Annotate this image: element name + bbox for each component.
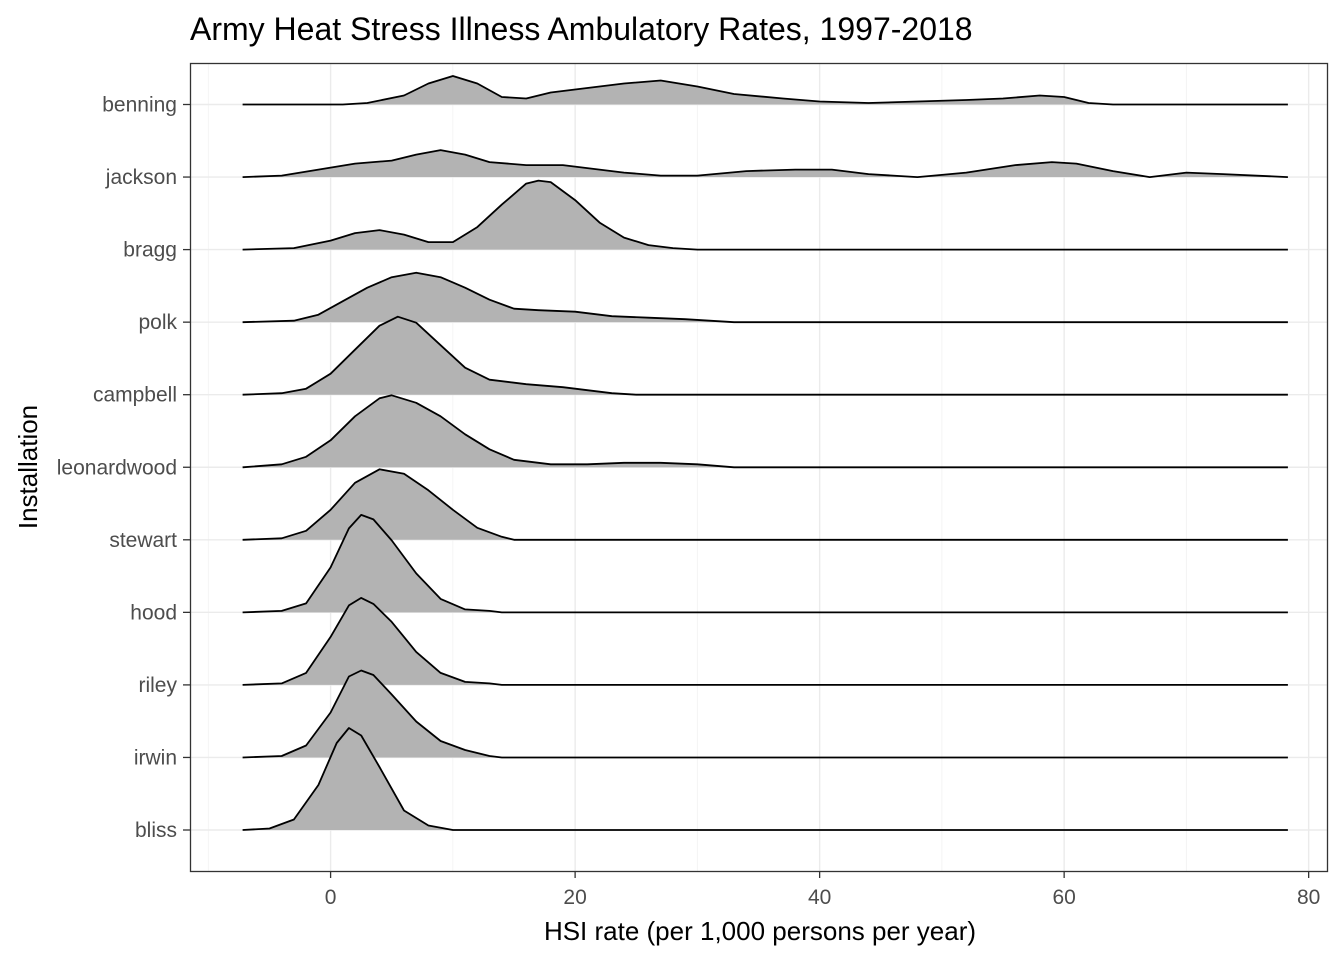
y-tick-label-stewart: stewart [109,529,177,552]
ridge-area-stewart [242,469,1288,540]
ridge-area-leonardwood [242,395,1288,468]
ridge-line-stewart [242,468,1288,541]
ridge-polk [242,271,1288,324]
x-tick-label: 20 [563,886,586,909]
x-tick-label: 0 [325,886,337,909]
y-tick-label-jackson: jackson [105,166,177,189]
ridge-line-riley [242,597,1288,686]
ridge-hood [242,514,1288,614]
y-tick-label-leonardwood: leonardwood [57,456,177,479]
ridge-area-campbell [242,316,1288,395]
y-tick-label-campbell: campbell [93,384,177,407]
ridge-area-benning [242,76,1288,105]
ridge-line-jackson [242,149,1288,178]
ridge-area-bliss [242,728,1288,830]
y-tick-label-irwin: irwin [134,746,177,769]
ridge-line-polk [242,271,1288,324]
ridge-jackson [242,149,1288,178]
y-tick-label-polk: polk [138,311,177,334]
ridge-area-polk [242,272,1288,323]
x-tick-label: 40 [808,886,831,909]
y-tick-label-hood: hood [130,601,177,624]
ridge-leonardwood [242,394,1288,469]
x-axis: 0 20 40 60 80 [325,871,1320,909]
ridge-benning [242,75,1288,106]
ridge-line-campbell [242,315,1288,396]
ridge-bliss [242,727,1288,831]
panel-border [189,62,1329,873]
ridge-area-hood [242,514,1288,613]
ridge-line-benning [242,75,1288,106]
ridge-line-bliss [242,727,1288,831]
ridges [242,75,1288,831]
chart-title: Army Heat Stress Illness Ambulatory Rate… [190,11,973,47]
ridge-area-riley [242,597,1288,685]
ridge-stewart [242,468,1288,541]
y-tick-label-bliss: bliss [135,819,177,842]
ridge-area-jackson [242,150,1288,178]
ridge-riley [242,597,1288,686]
y-tick-label-bragg: bragg [123,239,177,262]
ridge-line-irwin [242,669,1288,759]
ridge-line-leonardwood [242,394,1288,469]
y-axis: bliss irwin riley hood stewart leonardwood cam… [57,94,190,842]
y-tick-label-benning: benning [102,94,177,117]
ridge-line-bragg [242,179,1288,251]
y-tick-label-riley: riley [138,674,177,697]
ridge-campbell [242,315,1288,396]
x-tick-label: 60 [1052,886,1075,909]
ridge-area-bragg [242,180,1288,250]
x-tick-label: 80 [1297,886,1320,909]
ridge-line-hood [242,514,1288,614]
y-axis-title: Installation [13,405,43,529]
x-axis-title: HSI rate (per 1,000 persons per year) [544,916,976,946]
ridge-bragg [242,179,1288,251]
